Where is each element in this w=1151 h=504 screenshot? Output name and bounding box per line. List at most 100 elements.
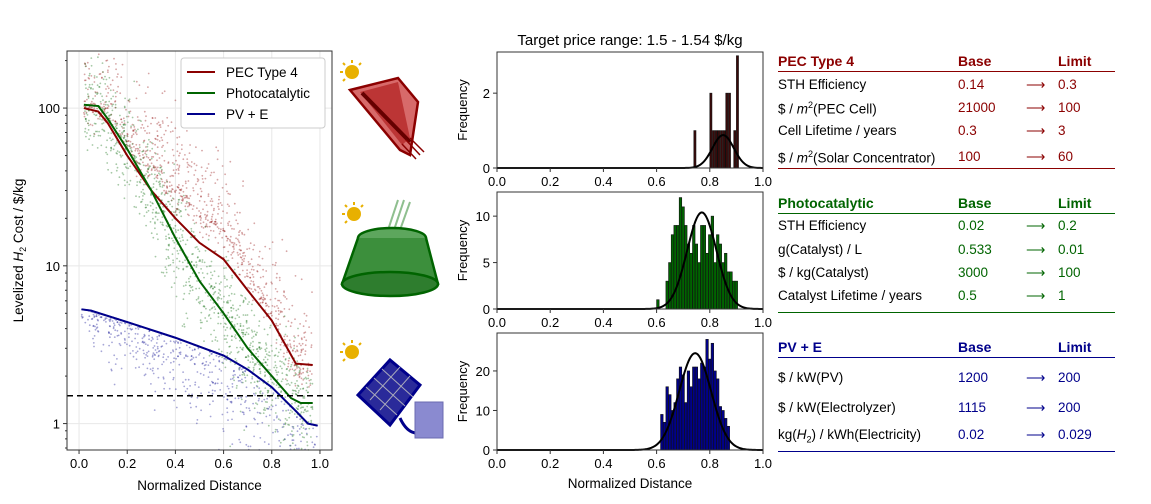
scatter-point [116,122,118,125]
scatter-point [191,358,193,361]
scatter-point [263,316,265,319]
scatter-point [200,195,202,198]
scatter-point [120,156,122,158]
scatter-point [84,110,86,112]
scatter-point [240,263,243,266]
arrow-icon: ⟶ [1026,77,1046,92]
scatter-point [202,374,205,376]
scatter-point [261,298,264,301]
scatter-point [88,67,90,70]
scatter-point [181,184,184,187]
scatter-point [239,244,241,247]
scatter-point [244,370,247,372]
scatter-point [223,230,226,233]
scatter-point [169,340,172,343]
scatter-point [217,149,220,152]
scatter-point [147,168,150,171]
scatter-point [300,348,303,351]
scatter-point [252,366,255,369]
scatter-point [250,381,252,384]
scatter-point [250,288,253,290]
scatter-point [154,390,157,393]
legend-label: PEC Type 4 [226,65,298,80]
scatter-point [210,221,213,224]
scatter-point [173,270,175,273]
scatter-point [142,164,145,167]
scatter-point [84,63,87,65]
scatter-point [172,368,175,371]
scatter-point [102,71,104,73]
scatter-point [178,154,180,157]
scatter-point [162,356,165,359]
scatter-point [139,158,142,161]
scatter-point [265,283,267,286]
scatter-point [240,396,243,399]
scatter-point [249,276,252,279]
scatter-point [300,278,303,281]
scatter-point [120,125,123,128]
scatter-point [172,198,175,200]
scatter-point [114,143,117,145]
scatter-point [134,131,137,134]
scatter-point [176,208,178,210]
scatter-point [197,301,200,304]
scatter-point [182,158,185,161]
scatter-point [253,364,256,367]
scatter-point [195,221,198,224]
scatter-point [113,354,116,357]
scatter-point [252,370,255,372]
scatter-point [246,303,249,305]
scatter-point [298,371,301,374]
scatter-point [199,231,201,234]
scatter-point [133,80,136,83]
scatter-point [133,156,136,159]
scatter-point [199,300,202,303]
scatter-point [129,144,131,146]
scatter-point [258,298,261,301]
scatter-point [248,247,251,250]
scatter-point [150,339,153,342]
scatter-point [198,287,201,290]
scatter-point [214,218,217,221]
scatter-point [94,95,97,97]
scatter-point [263,407,266,409]
scatter-point [184,378,187,381]
scatter-point [225,323,227,325]
scatter-point [122,137,125,139]
scatter-point [198,260,201,262]
scatter-point [310,421,313,424]
scatter-point [87,122,89,125]
scatter-point [228,345,231,348]
scatter-point [270,311,273,313]
scatter-point [103,319,105,322]
scatter-point [195,261,198,264]
scatter-point [263,441,266,443]
scatter-point [229,445,232,448]
scatter-point [296,365,298,368]
scatter-point [171,130,174,133]
scatter-point [212,302,215,304]
scatter-point [110,103,113,106]
scatter-point [123,123,126,126]
scatter-point [270,312,272,315]
scatter-point [232,246,235,248]
scatter-point [225,235,228,238]
scatter-point [178,346,181,349]
scatter-point [120,136,123,139]
scatter-point [152,347,155,349]
scatter-point [83,111,85,114]
scatter-point [117,183,120,186]
scatter-point [196,419,199,421]
table-row: g(Catalyst) / L 0.533 ⟶ 0.01 [778,242,1115,260]
scatter-point [190,165,193,168]
scatter-point [252,358,254,360]
scatter-point [138,152,141,155]
scatter-point [179,189,182,191]
scatter-point [133,146,135,148]
scatter-point [221,413,224,416]
scatter-point [236,211,239,214]
scatter-point [216,222,218,225]
scatter-point [192,264,195,267]
scatter-point [109,319,112,321]
scatter-point [193,348,196,351]
